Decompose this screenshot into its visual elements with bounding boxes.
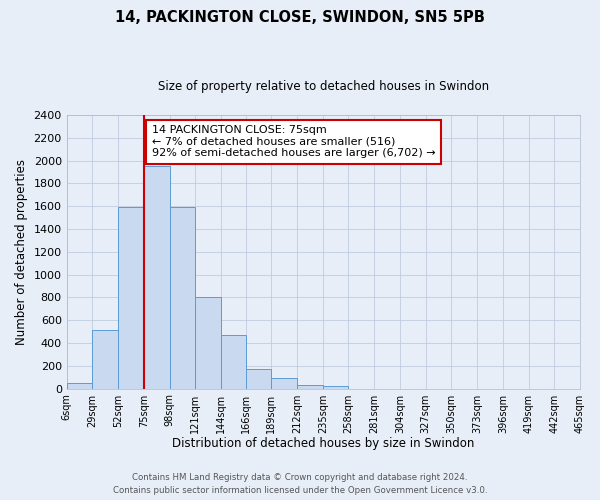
Bar (245, 368, 271, 388)
Bar (67, 383, 92, 388)
Bar (195, 298, 221, 388)
Text: 14, PACKINGTON CLOSE, SWINDON, SN5 5PB: 14, PACKINGTON CLOSE, SWINDON, SN5 5PB (115, 10, 485, 25)
Bar (118, 208, 144, 388)
Title: Size of property relative to detached houses in Swindon: Size of property relative to detached ho… (158, 80, 489, 93)
Text: Contains HM Land Registry data © Crown copyright and database right 2024.
Contai: Contains HM Land Registry data © Crown c… (113, 474, 487, 495)
Bar (323, 386, 349, 388)
Text: 14 PACKINGTON CLOSE: 75sqm
← 7% of detached houses are smaller (516)
92% of semi: 14 PACKINGTON CLOSE: 75sqm ← 7% of detac… (152, 126, 435, 158)
Bar (271, 378, 297, 388)
Bar (297, 384, 323, 388)
Bar (92, 330, 118, 388)
X-axis label: Distribution of detached houses by size in Swindon: Distribution of detached houses by size … (172, 437, 475, 450)
Bar (144, 166, 170, 388)
Y-axis label: Number of detached properties: Number of detached properties (15, 159, 28, 345)
Bar (170, 208, 195, 388)
Bar (221, 335, 245, 388)
